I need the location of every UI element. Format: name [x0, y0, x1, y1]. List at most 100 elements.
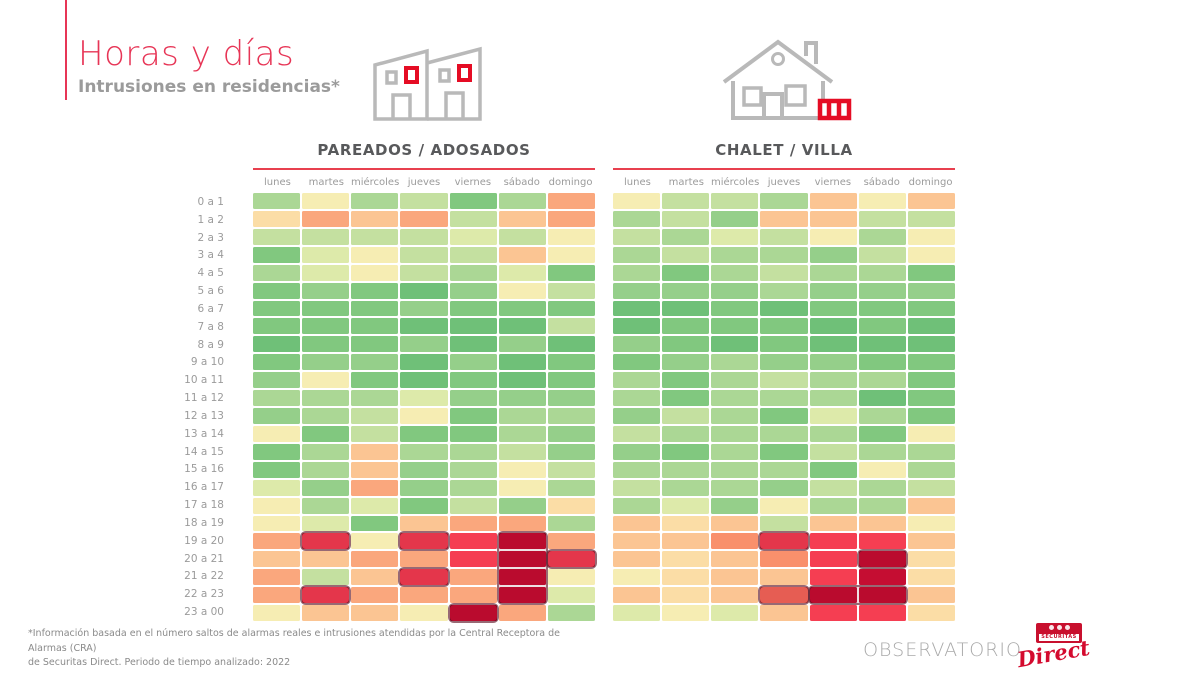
townhouses-icon [373, 46, 482, 121]
heatmap-cell [547, 264, 595, 281]
heatmap-cell [858, 264, 906, 281]
heatmap-cell [907, 300, 955, 317]
heatmap-cell [253, 354, 301, 371]
heatmap-cell [613, 354, 661, 371]
heatmap-cell [907, 336, 955, 353]
heatmap-cell [400, 497, 448, 514]
hour-label: 22 a 23 [184, 588, 224, 601]
heatmap-cell [662, 336, 710, 353]
heatmap-cell [253, 515, 301, 532]
heatmap-cell [302, 479, 350, 496]
heatmap-cell [400, 300, 448, 317]
heatmap-cell [547, 587, 595, 604]
heatmap-cell [449, 479, 497, 496]
heatmap-cell [711, 605, 759, 621]
heatmap-cell [547, 318, 595, 335]
heatmap-cell [809, 193, 857, 209]
heatmap-cell [613, 318, 661, 335]
heatmap-cell [760, 264, 808, 281]
heatmap-cell [253, 479, 301, 496]
heatmap-cell [662, 390, 710, 406]
heatmap-cell [253, 569, 301, 586]
heatmap-cell [907, 193, 955, 209]
day-label: viernes [454, 177, 492, 188]
heatmap-cell [711, 569, 759, 586]
heatmap-cell [449, 390, 497, 406]
heatmap-cell [907, 443, 955, 460]
day-label: miércoles [710, 177, 760, 188]
direct-wordmark: Direct [1015, 634, 1092, 673]
chart2-day-headers: lunes martes miércoles jueves viernes sábado d… [613, 175, 955, 190]
day-label: domingo [908, 177, 953, 188]
heatmap-cell [907, 551, 955, 568]
highlighted-cell-outline [856, 549, 908, 570]
heatmap-cell [858, 336, 906, 353]
heatmap-cell [662, 210, 710, 227]
heatmap-cell [351, 228, 399, 245]
heatmap-cell [760, 587, 808, 604]
heatmap-cell [498, 264, 546, 281]
heatmap-cell [302, 569, 350, 586]
footer: *Información basada en el número saltos … [0, 619, 1200, 675]
heatmap-cell [253, 372, 301, 389]
heatmap-cell [449, 569, 497, 586]
heatmap-cell [351, 587, 399, 604]
heatmap-cell [613, 551, 661, 568]
heatmap-cell [253, 336, 301, 353]
heatmap-cell [302, 408, 350, 424]
heatmap-cell [547, 408, 595, 424]
heatmap-cell [302, 336, 350, 353]
heatmap-cell [760, 210, 808, 227]
heatmap-cell [302, 372, 350, 389]
heatmap-cell [907, 497, 955, 514]
heatmap-cell [400, 318, 448, 335]
heatmap-cell [351, 533, 399, 550]
heatmap-cell [351, 515, 399, 532]
highlighted-cell-outline [447, 603, 499, 623]
heatmap-cell [662, 193, 710, 209]
heatmap-cell [547, 497, 595, 514]
heatmap-cell [858, 390, 906, 406]
heatmap-cell [858, 300, 906, 317]
heatmap-cell [809, 569, 857, 586]
hour-label: 7 a 8 [197, 320, 224, 333]
heatmap-cell [498, 497, 546, 514]
heatmap-cell [400, 228, 448, 245]
heatmap-cell [253, 390, 301, 406]
heatmap-cell [711, 282, 759, 299]
heatmap-cell [302, 282, 350, 299]
heatmap-cell [547, 569, 595, 586]
heatmap-cell [547, 354, 595, 371]
heatmap-cell [809, 587, 857, 604]
heatmap-cell [253, 210, 301, 227]
heatmap-cell [662, 300, 710, 317]
heatmap-cell [351, 336, 399, 353]
day-label: jueves [767, 177, 801, 188]
heatmap-cell [547, 228, 595, 245]
heatmap-cell [498, 587, 546, 604]
heatmap-cell [711, 336, 759, 353]
heatmap-cell [547, 479, 595, 496]
heatmap-cell [858, 443, 906, 460]
heatmap-cell [809, 300, 857, 317]
heatmap-cell [613, 515, 661, 532]
heatmap-cell [547, 605, 595, 621]
heatmap-cell [760, 282, 808, 299]
heatmap-cell [858, 408, 906, 424]
chart1-title: PAREADOS / ADOSADOS [317, 141, 531, 159]
highlighted-cell-outline [300, 531, 352, 552]
heatmap-cell [711, 479, 759, 496]
heatmap-cell [760, 228, 808, 245]
heatmap-cell [760, 425, 808, 442]
heatmap-cell [907, 228, 955, 245]
heatmap-cell [253, 587, 301, 604]
heatmap-cell [711, 408, 759, 424]
heatmap-cell [449, 282, 497, 299]
day-label: sábado [863, 177, 900, 188]
heatmap-cell [351, 193, 399, 209]
hour-label: 18 a 19 [184, 516, 224, 529]
heatmap-cell [760, 479, 808, 496]
heatmap-cell [711, 425, 759, 442]
hour-label: 15 a 16 [184, 463, 224, 476]
